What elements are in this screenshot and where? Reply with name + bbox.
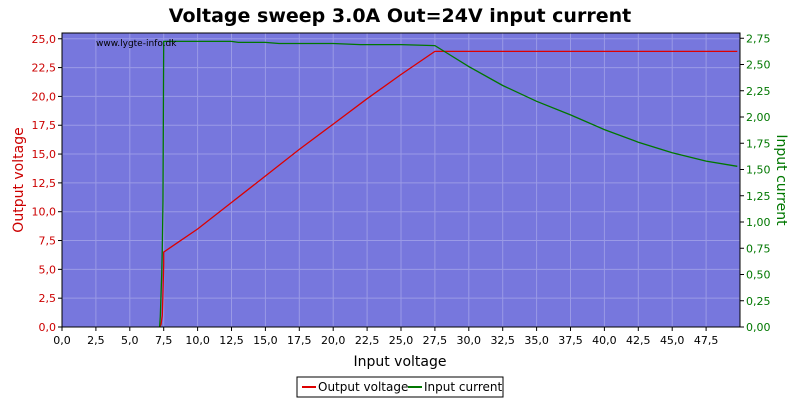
y-left-tick-label: 17,5 [32,119,57,132]
x-tick-label: 2,5 [87,334,105,347]
y-right-tick-label: 1,00 [746,216,771,229]
y-right-tick-label: 2,00 [746,111,771,124]
x-axis-label: Input voltage [353,354,446,370]
y-left-tick-label: 22,5 [32,62,57,75]
grid [61,33,740,328]
y-left-tick-label: 7,5 [39,235,57,248]
chart-title: Voltage sweep 3.0A Out=24V input current [169,5,631,27]
y-left-tick-label: 10,0 [32,206,57,219]
x-tick-label: 7,5 [155,334,173,347]
y-right-tick-label: 1,75 [746,137,771,150]
x-tick-label: 42,5 [626,334,651,347]
x-tick-label: 20,0 [321,334,346,347]
y-right-tick-label: 0,25 [746,295,771,308]
x-tick-label: 45,0 [660,334,685,347]
x-tick-label: 27,5 [423,334,448,347]
y-right-axis-ticks: 0,00 0,25 0,50 0,75 1,00 1,25 1,50 1,75 2,00 2,25… [740,32,771,334]
watermark: www.lygte-info.dk [96,39,177,49]
y-left-tick-label: 15,0 [32,148,57,161]
y-right-tick-label: 2,50 [746,59,771,72]
y-right-tick-label: 2,25 [746,85,771,98]
series-layer [158,40,738,328]
y-right-tick-label: 0,50 [746,269,771,282]
legend-label-output-voltage: Output voltage [318,380,408,394]
y-left-tick-label: 2,5 [39,292,57,305]
x-tick-label: 37,5 [558,334,583,347]
y-left-tick-label: 25,0 [32,33,57,46]
legend: Output voltage Input current [296,376,504,398]
series-output-voltage-line [159,50,738,328]
x-tick-label: 30,0 [457,334,482,347]
legend-label-input-current: Input current [424,380,502,394]
x-tick-label: 17,5 [287,334,312,347]
x-tick-label: 12,5 [219,334,244,347]
x-tick-label: 5,0 [121,334,139,347]
y-left-tick-label: 12,5 [32,177,57,190]
y-left-axis-ticks: 0,0 2,5 5,0 7,5 10,0 12,5 15,0 17,5 20,0 22,5 25,0 [32,33,62,334]
x-tick-label: 10,0 [185,334,210,347]
x-tick-label: 0,0 [53,334,71,347]
y-right-tick-label: 0,75 [746,242,771,255]
series-input-current-line [158,40,738,328]
y-left-tick-label: 5,0 [39,263,57,276]
y-left-tick-label: 0,0 [39,321,57,334]
x-axis-ticks: 0,0 2,5 5,0 7,5 10,0 12,5 15,0 17,5 20,0 22,5 25,0… [53,327,718,347]
x-tick-label: 15,0 [253,334,278,347]
legend-box [296,376,504,398]
x-tick-label: 22,5 [355,334,380,347]
y-right-tick-label: 1,50 [746,164,771,177]
x-tick-label: 25,0 [389,334,414,347]
y-right-axis-label: Input current [773,134,789,226]
y-left-axis-label: Output voltage [11,127,27,232]
y-right-tick-label: 2,75 [746,32,771,45]
x-tick-label: 35,0 [524,334,549,347]
x-tick-label: 47,5 [694,334,719,347]
y-right-tick-label: 0,00 [746,321,771,334]
x-tick-label: 32,5 [490,334,515,347]
y-right-tick-label: 1,25 [746,190,771,203]
y-left-tick-label: 20,0 [32,90,57,103]
x-tick-label: 40,0 [592,334,617,347]
